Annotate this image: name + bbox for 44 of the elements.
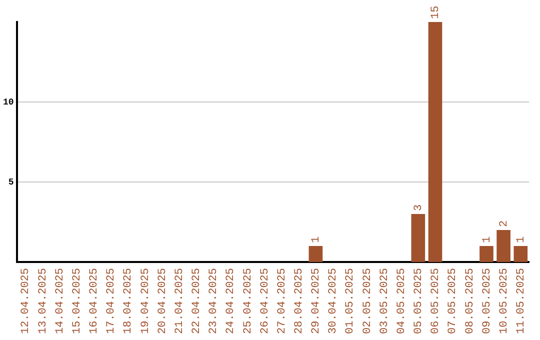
x-tick-label: 17.04.2025 [106,268,118,334]
bar [496,230,510,262]
x-tick-label: 11.05.2025 [516,268,528,334]
bar [308,246,323,262]
x-tick-label: 04.05.2025 [396,268,408,334]
x-tick-label: 28.04.2025 [294,268,306,334]
data-label: 1 [481,236,494,243]
x-tick-label: 12.04.2025 [20,268,32,334]
x-tick-label: 21.04.2025 [174,268,186,334]
data-label: 1 [516,236,528,243]
x-tick-label: 06.05.2025 [430,268,442,334]
x-tick-label: 23.04.2025 [208,268,220,334]
bar [514,246,528,262]
x-tick-label: 18.04.2025 [122,268,135,334]
x-tick-label: 07.05.2025 [447,268,460,334]
x-tick-label: 02.05.2025 [362,268,374,334]
x-tick-label: 15.04.2025 [71,268,84,334]
x-tick-label: 05.05.2025 [413,268,426,334]
bar [411,214,426,262]
y-tick-label: 10 [2,97,14,108]
y-tick-label: 5 [8,177,14,188]
x-tick-label: 19.04.2025 [140,268,152,334]
data-label: 2 [498,220,510,227]
x-tick-label: 08.05.2025 [464,268,476,334]
x-tick-label: 26.04.2025 [259,268,272,334]
bar [480,246,494,262]
bar [428,22,442,262]
x-tick-label: 14.04.2025 [54,268,66,334]
data-label: 3 [413,204,426,211]
x-tick-label: 30.04.2025 [328,268,340,334]
x-tick-label: 01.05.2025 [344,268,357,334]
x-tick-label: 13.04.2025 [37,268,50,334]
x-tick-label: 03.05.2025 [378,268,391,334]
data-label: 1 [310,236,323,243]
x-tick-label: 09.05.2025 [481,268,494,334]
data-label: 15 [430,6,442,19]
x-tick-label: 29.04.2025 [310,268,323,334]
x-tick-label: 25.04.2025 [242,268,254,334]
x-tick-label: 22.04.2025 [191,268,204,334]
x-tick-label: 24.04.2025 [225,268,238,334]
x-tick-label: 20.04.2025 [156,268,169,334]
x-tick-label: 27.04.2025 [276,268,288,334]
x-tick-label: 16.04.2025 [88,268,101,334]
x-tick-label: 10.05.2025 [498,268,510,334]
